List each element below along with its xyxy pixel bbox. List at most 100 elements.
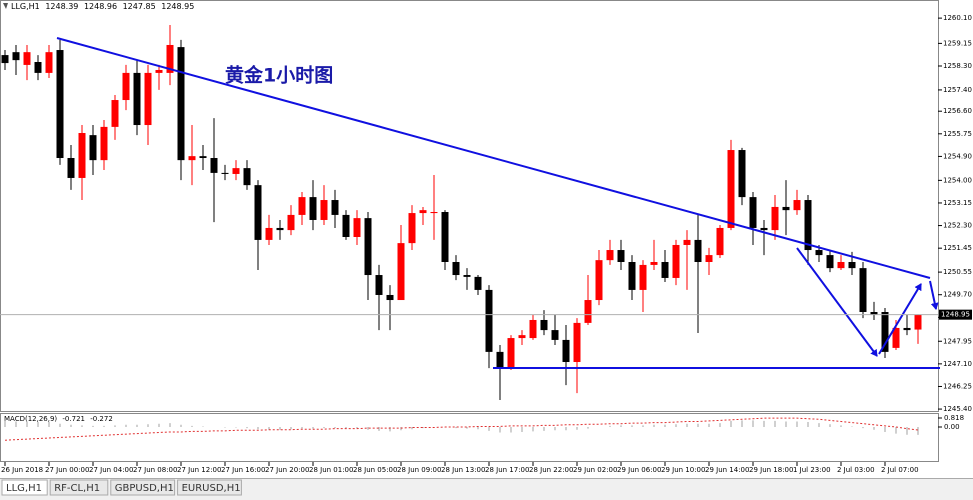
x-tick-label: 28 Jun 01:00 [309,466,353,474]
x-tick-label: 29 Jun 02:00 [573,466,617,474]
x-tick-label: 29 Jun 10:00 [661,466,705,474]
y-tick-label: 1247.10 [943,360,972,368]
tab[interactable] [177,479,242,496]
y-tick-label: 1254.00 [943,176,972,184]
candle-body [309,197,317,220]
y-tick-label: 1257.40 [943,86,972,94]
candle-body [430,212,438,214]
candle-body [573,322,581,362]
candle-body [760,227,768,231]
y-tick-label: 1246.25 [943,382,972,390]
arrow-up [878,283,922,355]
candle-body [320,200,328,220]
x-tick-label: 29 Jun 14:00 [705,466,749,474]
macd-signal [4,417,919,441]
candle-body [331,200,339,215]
x-tick-label: 29 Jun 18:00 [749,466,793,474]
tab[interactable] [110,479,176,496]
candle-body [749,197,757,228]
candle-body [914,314,922,330]
candle-body [265,227,273,240]
candles [1,25,922,401]
x-tick-label: 27 Jun 08:00 [133,466,177,474]
candle-body [298,197,306,215]
x-tick-label: 2 Jul 07:00 [881,466,919,474]
candle-body [364,218,372,276]
candle-body [166,44,174,73]
tab-label[interactable]: EURUSD,H1 [182,483,241,494]
x-tick-label: 27 Jun 16:00 [221,466,265,474]
candle-body [848,262,856,269]
candle-body [672,244,680,278]
candle-body [89,135,97,161]
candle-body [122,72,130,101]
candle-body [386,294,394,301]
candle-body [683,239,691,245]
price-label: 1248.95 [941,311,970,319]
x-tick-label: 28 Jun 13:00 [441,466,485,474]
candle-body [771,206,779,231]
candle-body [540,319,548,331]
macd-frame [0,413,939,462]
candle-body [738,150,746,198]
candle-body [782,206,790,211]
y-tick-label: 1255.75 [943,130,972,138]
y-tick-label: 1259.15 [943,39,972,47]
candle-body [155,69,163,73]
candle-body [837,262,845,269]
arrow-right [929,280,939,310]
candle-body [111,100,119,127]
candle-body [815,250,823,256]
macd-header: MACD(12,26,9) -0.721 -0.272 [4,415,113,423]
candle-body [639,264,647,290]
candle-body [12,52,20,61]
candle-body [177,47,185,161]
candle-body [221,172,229,174]
tab[interactable] [49,479,109,496]
candle-body [804,200,812,251]
tab-label[interactable]: GBPUSD,H1 [115,483,174,494]
candle-body [727,150,735,228]
candle-body [199,156,207,159]
candle-body [474,276,482,290]
y-tick-label: 1260.10 [943,14,972,22]
tab-label[interactable]: RF-CL,H1 [54,483,100,494]
arrow-down [796,247,878,357]
x-tick-label: 28 Jun 17:00 [485,466,529,474]
x-tick-label: 2 Jul 03:00 [837,466,875,474]
candle-body [34,62,42,73]
candle-body [243,168,251,186]
low-value: 1247.85 [123,2,156,11]
candle-body [705,255,713,262]
candle-body [859,268,867,312]
x-tick-label: 28 Jun 05:00 [353,466,397,474]
candle-body [232,168,240,174]
candle-body [133,72,141,126]
macd-y-tick-label: 0.00 [944,423,960,431]
y-tick-label: 1252.30 [943,222,972,230]
candle-body [342,214,350,237]
y-tick-label: 1256.60 [943,107,972,115]
candle-body [463,275,471,277]
signal-value: -0.272 [90,415,113,423]
candle-body [1,55,9,64]
candle-body [100,126,108,161]
candle-body [144,72,152,126]
candle-body [870,312,878,315]
candle-body [254,185,262,240]
symbol: LLG,H1 [11,2,40,11]
tab-label[interactable]: LLG,H1 [6,483,42,494]
tab[interactable] [1,479,48,496]
candle-body [397,243,405,301]
candle-body [617,250,625,262]
tab-bar [0,478,973,500]
candle-body [78,133,86,178]
macd-label: MACD(12,26,9) [4,415,57,423]
candle-body [650,262,658,265]
price-label-bg [939,309,972,320]
candle-body [441,212,449,262]
high-value: 1248.96 [84,2,117,11]
candle-body [584,300,592,323]
